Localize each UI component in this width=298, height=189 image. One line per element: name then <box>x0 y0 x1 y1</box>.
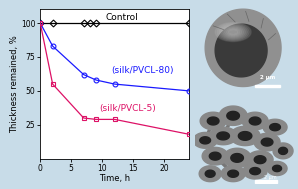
Polygon shape <box>273 143 293 159</box>
Polygon shape <box>238 132 252 140</box>
Polygon shape <box>254 133 280 151</box>
Polygon shape <box>199 166 221 182</box>
Polygon shape <box>243 163 267 179</box>
Polygon shape <box>215 22 251 42</box>
Polygon shape <box>228 29 238 35</box>
Polygon shape <box>209 152 221 160</box>
Polygon shape <box>228 170 238 177</box>
Polygon shape <box>227 111 239 120</box>
Polygon shape <box>254 156 266 164</box>
Polygon shape <box>223 26 244 38</box>
X-axis label: Time, h: Time, h <box>99 174 130 183</box>
Polygon shape <box>209 127 237 145</box>
Polygon shape <box>279 147 288 154</box>
Polygon shape <box>263 119 287 135</box>
Polygon shape <box>217 132 229 140</box>
Polygon shape <box>226 28 240 36</box>
Polygon shape <box>273 165 282 172</box>
Polygon shape <box>249 117 261 125</box>
Bar <box>255 85 280 87</box>
Polygon shape <box>217 23 249 41</box>
Polygon shape <box>247 151 273 168</box>
Polygon shape <box>250 167 260 175</box>
Bar <box>255 180 277 183</box>
Polygon shape <box>221 26 246 39</box>
Text: (silk/PVCL-80): (silk/PVCL-80) <box>112 66 174 75</box>
Polygon shape <box>207 117 219 125</box>
Polygon shape <box>202 147 228 165</box>
Polygon shape <box>200 137 211 144</box>
Polygon shape <box>224 27 242 37</box>
Polygon shape <box>231 153 243 162</box>
Polygon shape <box>205 170 215 177</box>
Polygon shape <box>242 112 268 130</box>
Polygon shape <box>219 106 247 125</box>
Text: 2 μm: 2 μm <box>264 175 276 180</box>
Polygon shape <box>219 25 247 40</box>
Polygon shape <box>223 148 251 168</box>
Polygon shape <box>200 112 226 130</box>
Text: 2 μm: 2 μm <box>260 75 275 80</box>
Polygon shape <box>267 161 287 175</box>
Polygon shape <box>261 138 273 146</box>
Text: (silk/PVCL-5): (silk/PVCL-5) <box>99 104 156 113</box>
Polygon shape <box>221 166 245 182</box>
Polygon shape <box>215 24 267 77</box>
Polygon shape <box>193 132 217 148</box>
Polygon shape <box>230 126 260 146</box>
Polygon shape <box>205 9 281 87</box>
Polygon shape <box>270 124 280 131</box>
Y-axis label: Thickness remained, %: Thickness remained, % <box>10 35 19 133</box>
Text: Control: Control <box>105 13 138 22</box>
